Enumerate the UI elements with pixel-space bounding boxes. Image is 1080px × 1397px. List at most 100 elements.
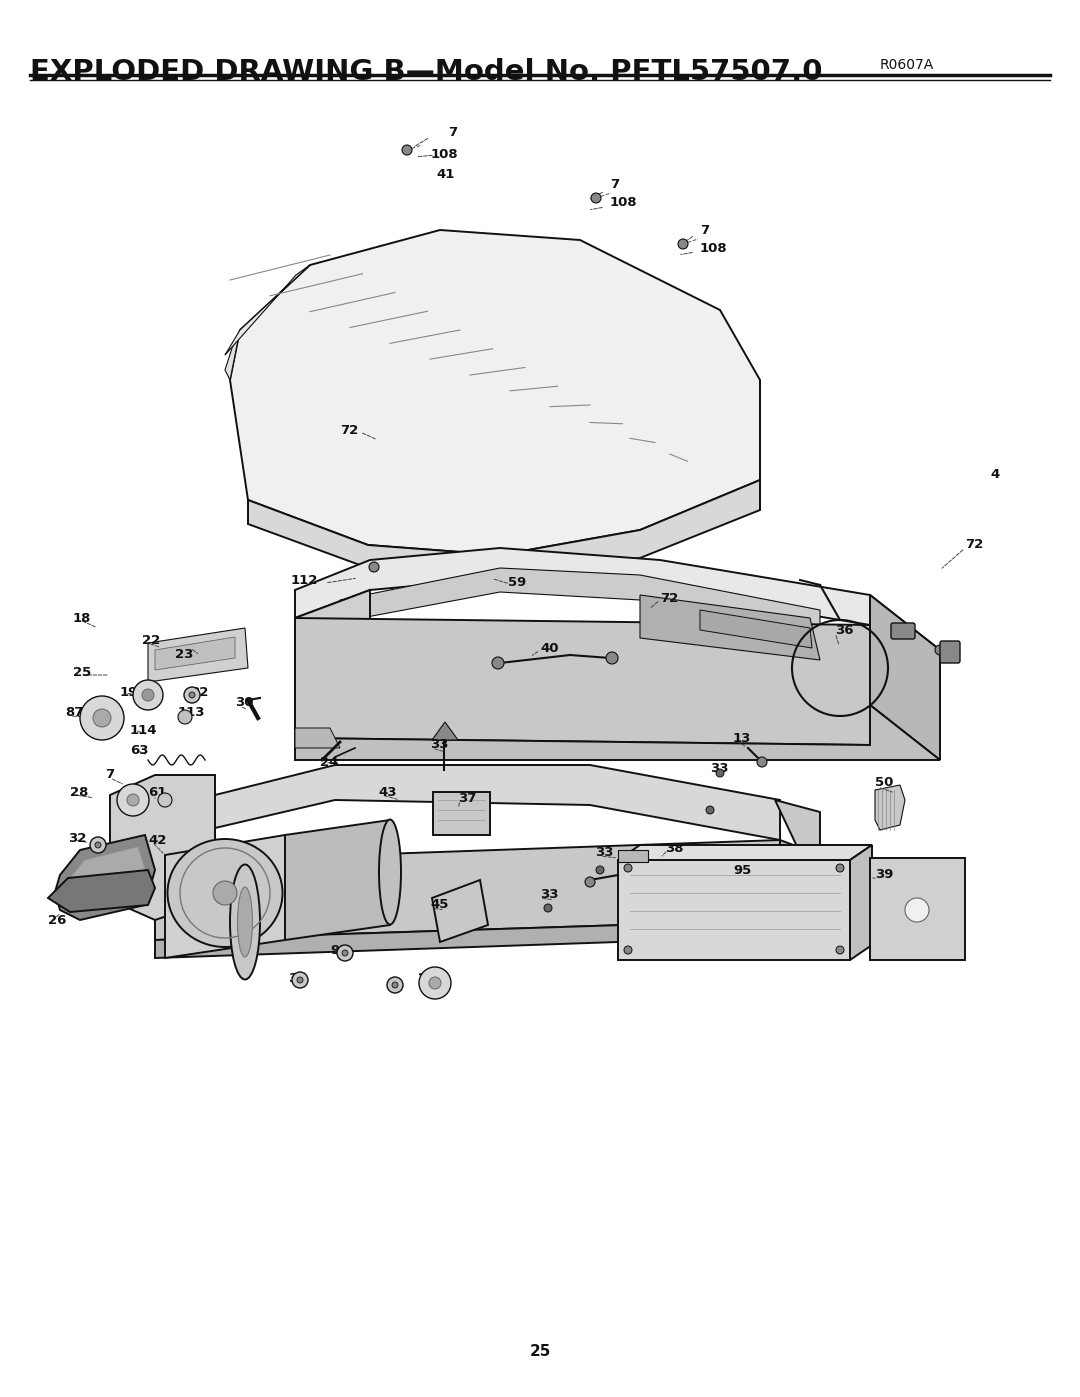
Polygon shape — [225, 330, 240, 380]
Polygon shape — [225, 265, 310, 355]
Circle shape — [337, 944, 353, 961]
Text: 91: 91 — [330, 943, 348, 957]
Text: 36: 36 — [835, 623, 853, 637]
Circle shape — [141, 689, 154, 701]
Circle shape — [402, 145, 411, 155]
Circle shape — [342, 950, 348, 956]
Circle shape — [716, 768, 724, 777]
Text: 30: 30 — [235, 697, 254, 710]
FancyBboxPatch shape — [891, 623, 915, 638]
Text: 61: 61 — [148, 787, 166, 799]
Circle shape — [544, 904, 552, 912]
Text: 33: 33 — [540, 888, 558, 901]
Circle shape — [419, 967, 451, 999]
Text: 26: 26 — [48, 914, 66, 926]
Ellipse shape — [238, 887, 253, 957]
Text: 32: 32 — [190, 686, 208, 698]
Text: 25: 25 — [73, 665, 91, 679]
Polygon shape — [618, 845, 872, 861]
Circle shape — [392, 982, 399, 988]
Polygon shape — [433, 792, 490, 835]
Text: 59: 59 — [508, 576, 526, 588]
Polygon shape — [156, 921, 820, 958]
Text: 7: 7 — [610, 179, 619, 191]
Circle shape — [158, 793, 172, 807]
Text: 7: 7 — [105, 768, 114, 781]
Text: 38: 38 — [665, 841, 684, 855]
Circle shape — [117, 784, 149, 816]
Text: 37: 37 — [458, 792, 476, 805]
Text: 41: 41 — [436, 169, 455, 182]
Text: 45: 45 — [430, 898, 448, 911]
Circle shape — [387, 977, 403, 993]
Circle shape — [93, 710, 111, 726]
Circle shape — [905, 898, 929, 922]
Polygon shape — [432, 880, 488, 942]
Circle shape — [624, 946, 632, 954]
Polygon shape — [295, 548, 940, 680]
Polygon shape — [156, 637, 235, 671]
Circle shape — [836, 863, 843, 872]
Text: 13: 13 — [733, 732, 752, 745]
Polygon shape — [780, 840, 820, 935]
Circle shape — [184, 687, 200, 703]
Polygon shape — [295, 705, 940, 760]
Circle shape — [127, 793, 139, 806]
Text: 113: 113 — [178, 707, 205, 719]
Text: 32: 32 — [68, 831, 86, 845]
Polygon shape — [850, 845, 872, 960]
Polygon shape — [48, 870, 156, 912]
Circle shape — [90, 837, 106, 854]
Ellipse shape — [379, 820, 401, 925]
Ellipse shape — [230, 865, 260, 979]
Polygon shape — [295, 617, 870, 745]
Polygon shape — [230, 231, 760, 555]
Circle shape — [935, 645, 945, 655]
Polygon shape — [618, 849, 648, 862]
Text: EXPLODED DRAWING B—Model No. PFTL57507.0: EXPLODED DRAWING B—Model No. PFTL57507.0 — [30, 59, 823, 87]
Polygon shape — [156, 840, 780, 940]
Text: 27: 27 — [218, 914, 237, 926]
Text: 22: 22 — [141, 633, 160, 647]
Text: 28: 28 — [70, 787, 89, 799]
Polygon shape — [875, 785, 905, 830]
Text: 112: 112 — [291, 574, 318, 587]
Circle shape — [585, 877, 595, 887]
Text: 33: 33 — [710, 761, 729, 774]
Polygon shape — [870, 595, 940, 760]
Text: 18: 18 — [73, 612, 92, 624]
Polygon shape — [285, 820, 390, 940]
Text: 108: 108 — [700, 243, 728, 256]
Circle shape — [624, 863, 632, 872]
Text: 33: 33 — [430, 739, 448, 752]
Circle shape — [836, 946, 843, 954]
FancyBboxPatch shape — [940, 641, 960, 664]
Text: 19: 19 — [120, 686, 138, 698]
Polygon shape — [340, 569, 820, 630]
Ellipse shape — [167, 840, 283, 947]
Text: 40: 40 — [540, 641, 558, 655]
Text: 43: 43 — [378, 787, 396, 799]
Circle shape — [678, 239, 688, 249]
Text: 33: 33 — [595, 847, 613, 859]
Circle shape — [591, 193, 600, 203]
Circle shape — [213, 882, 237, 905]
Text: 42: 42 — [148, 834, 166, 847]
Text: 63: 63 — [130, 743, 149, 757]
Polygon shape — [70, 847, 145, 909]
Polygon shape — [618, 861, 850, 960]
Polygon shape — [148, 629, 248, 682]
Text: 87: 87 — [65, 707, 83, 719]
Text: 32: 32 — [288, 971, 307, 985]
Text: 28: 28 — [418, 971, 436, 985]
Polygon shape — [640, 595, 820, 659]
Circle shape — [80, 696, 124, 740]
Circle shape — [706, 806, 714, 814]
Circle shape — [492, 657, 504, 669]
Polygon shape — [775, 800, 820, 935]
Text: 72: 72 — [340, 423, 357, 436]
Circle shape — [95, 842, 102, 848]
Circle shape — [178, 710, 192, 724]
Text: 108: 108 — [431, 148, 459, 162]
Polygon shape — [870, 858, 966, 960]
